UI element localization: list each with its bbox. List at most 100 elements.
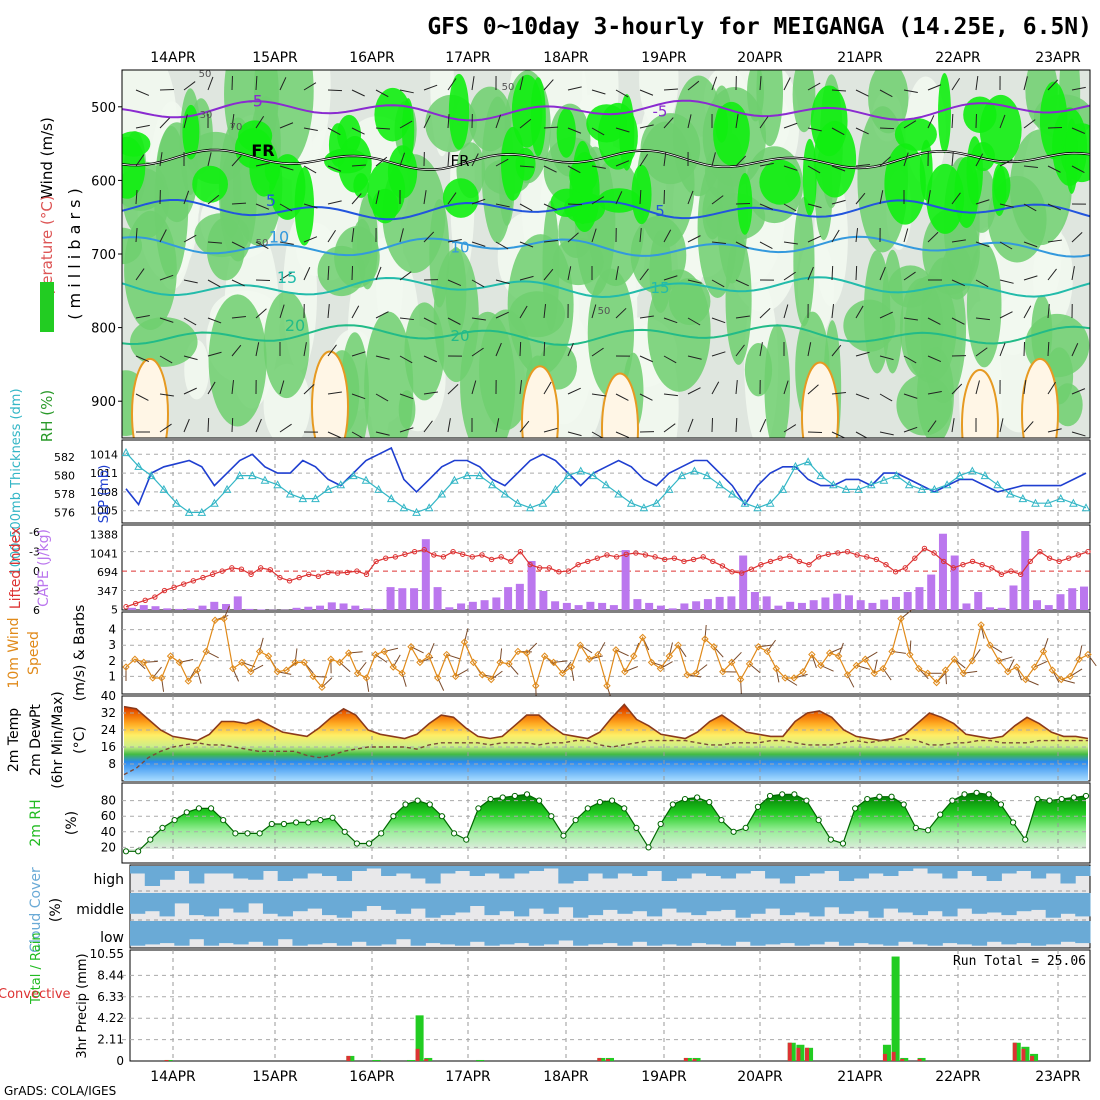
wind-barb xyxy=(831,229,840,243)
thickness-point xyxy=(374,484,383,493)
cloud-low-bar xyxy=(233,921,249,945)
rh-point xyxy=(487,795,494,803)
wind-barb xyxy=(855,305,864,319)
wind-barb xyxy=(375,156,388,167)
wind-barb xyxy=(783,304,789,319)
date-label-bottom: 22APR xyxy=(935,1069,981,1085)
thickness-point xyxy=(260,475,270,484)
cloud-high-bar xyxy=(765,866,781,879)
wind-barb xyxy=(639,393,653,401)
wind-barb xyxy=(807,82,821,91)
rh-point xyxy=(912,824,919,832)
rh-point xyxy=(341,828,348,835)
isotherm-label: 15 xyxy=(277,268,297,287)
wind-barb xyxy=(951,279,965,287)
li-point xyxy=(392,554,399,560)
wind-barb xyxy=(135,154,145,167)
wind-barb xyxy=(447,418,451,433)
date-label-top: 18APR xyxy=(543,50,589,66)
rh-point xyxy=(961,791,968,798)
thickness-point xyxy=(273,480,282,489)
wind-barb xyxy=(255,418,262,433)
cloud-high-bar xyxy=(927,866,943,874)
rh-point xyxy=(232,830,239,837)
wind-speed-point xyxy=(505,660,513,668)
thickness-point xyxy=(829,480,838,489)
wind-speed-point xyxy=(1048,666,1057,674)
chart-title: GFS 0~10day 3-hourly for MEIGANGA (14.25… xyxy=(427,14,1092,40)
wind-barb xyxy=(327,344,337,357)
cape-bar xyxy=(151,606,160,610)
isotherm-label: 20 xyxy=(285,316,305,335)
cloud-low-bar xyxy=(381,921,397,945)
rh-wet-blob xyxy=(759,159,801,205)
cape-bar xyxy=(175,608,184,610)
wind-barb xyxy=(591,304,597,319)
date-label-top: 20APR xyxy=(737,50,783,66)
rh-wet-blob xyxy=(926,163,965,234)
cape-bar xyxy=(445,607,454,610)
wind-barb xyxy=(279,423,292,433)
rh-wet-blob xyxy=(192,165,228,203)
cape-bar xyxy=(339,603,348,610)
li-cape-panel: -6 -3 0 3 6 1388 1041 694 347 5 Lifted Index CAPE… xyxy=(8,524,1091,617)
wind-speed-point xyxy=(745,660,754,668)
cloud-middle-bar xyxy=(425,893,441,918)
wind-barb xyxy=(399,317,414,321)
wind-barb xyxy=(135,190,138,205)
cloud-high-bar xyxy=(971,866,988,876)
wind-barb xyxy=(783,203,797,212)
precip-conv-bar xyxy=(424,1058,429,1061)
li-point xyxy=(873,556,880,563)
cloud-level-label: low xyxy=(100,930,124,946)
thickness-point xyxy=(778,484,788,493)
thickness-point xyxy=(247,471,257,480)
wind-barb xyxy=(639,315,654,319)
wind-speed-point xyxy=(166,652,175,660)
wind-barb xyxy=(975,199,990,205)
li-point xyxy=(315,573,322,580)
wind-barb xyxy=(759,342,763,357)
date-label-bottom: 19APR xyxy=(641,1069,687,1085)
thickness-point xyxy=(626,498,636,507)
wind-barb xyxy=(855,89,869,97)
wind-speed-point xyxy=(540,652,549,660)
rh-moist-blob xyxy=(725,234,752,365)
temp-ylabel-4: (°C) xyxy=(72,726,88,754)
wind-barb xyxy=(735,114,739,129)
wind-barb xyxy=(951,192,961,205)
cloud-high-bar xyxy=(292,866,308,879)
wind-speed-point xyxy=(656,664,665,673)
wind-barb xyxy=(351,127,365,135)
wind-barb xyxy=(1071,388,1086,395)
wind-barb xyxy=(975,380,980,395)
cloud-high-bar xyxy=(735,866,751,874)
rh-moist-blob xyxy=(647,269,711,392)
rh-point xyxy=(438,813,446,820)
wind-barb xyxy=(567,165,581,174)
wind-barb xyxy=(903,228,909,243)
cloud-high-bar xyxy=(1001,866,1017,874)
cloud-middle-bar xyxy=(676,893,692,913)
cloud-middle-bar xyxy=(573,893,589,918)
rh-point xyxy=(657,820,664,828)
wind-barb xyxy=(711,351,726,357)
wind-barb xyxy=(159,152,163,167)
li-point xyxy=(161,587,168,594)
wind-barb xyxy=(447,317,461,325)
wind-speed-point xyxy=(665,652,674,660)
li-point xyxy=(306,571,312,578)
wind-barb xyxy=(591,89,606,95)
cape-bar xyxy=(868,602,877,610)
thickness-line xyxy=(125,452,1087,514)
cloud-low-bar xyxy=(646,921,663,946)
li-point xyxy=(989,565,995,571)
thickness-point xyxy=(146,471,156,480)
cloud-low-bar xyxy=(1045,921,1061,945)
cloud-level-label: high xyxy=(93,872,124,888)
wind-barb xyxy=(663,355,677,364)
cloud-high-bar xyxy=(853,866,869,879)
cloud-high-bar xyxy=(381,866,397,876)
wind-speed-point xyxy=(140,658,148,667)
cloud-middle-bar xyxy=(602,893,618,910)
